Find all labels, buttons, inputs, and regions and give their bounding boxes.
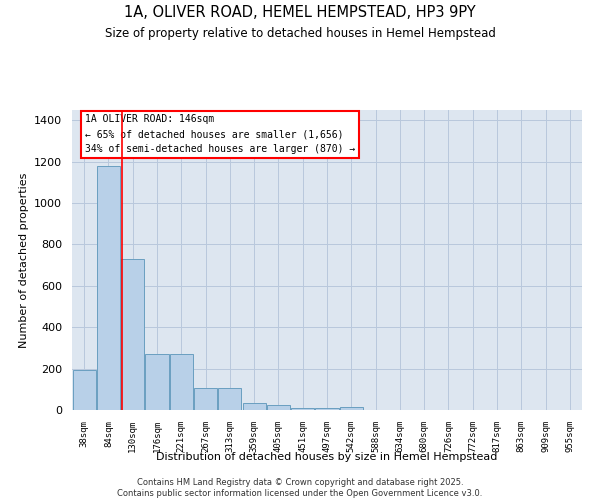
- Text: Contains HM Land Registry data © Crown copyright and database right 2025.
Contai: Contains HM Land Registry data © Crown c…: [118, 478, 482, 498]
- Bar: [73, 370, 95, 410]
- Bar: [145, 354, 169, 410]
- Text: 1A OLIVER ROAD: 146sqm
← 65% of detached houses are smaller (1,656)
34% of semi-: 1A OLIVER ROAD: 146sqm ← 65% of detached…: [85, 114, 355, 154]
- Y-axis label: Number of detached properties: Number of detached properties: [19, 172, 29, 348]
- Bar: [340, 407, 363, 410]
- Bar: [170, 354, 193, 410]
- Bar: [316, 408, 338, 410]
- Bar: [121, 260, 144, 410]
- Bar: [242, 404, 266, 410]
- Bar: [194, 388, 217, 410]
- Bar: [97, 166, 120, 410]
- Bar: [291, 408, 314, 410]
- Bar: [218, 388, 241, 410]
- Text: Distribution of detached houses by size in Hemel Hempstead: Distribution of detached houses by size …: [157, 452, 497, 462]
- Text: 1A, OLIVER ROAD, HEMEL HEMPSTEAD, HP3 9PY: 1A, OLIVER ROAD, HEMEL HEMPSTEAD, HP3 9P…: [124, 5, 476, 20]
- Text: Size of property relative to detached houses in Hemel Hempstead: Size of property relative to detached ho…: [104, 28, 496, 40]
- Bar: [267, 406, 290, 410]
